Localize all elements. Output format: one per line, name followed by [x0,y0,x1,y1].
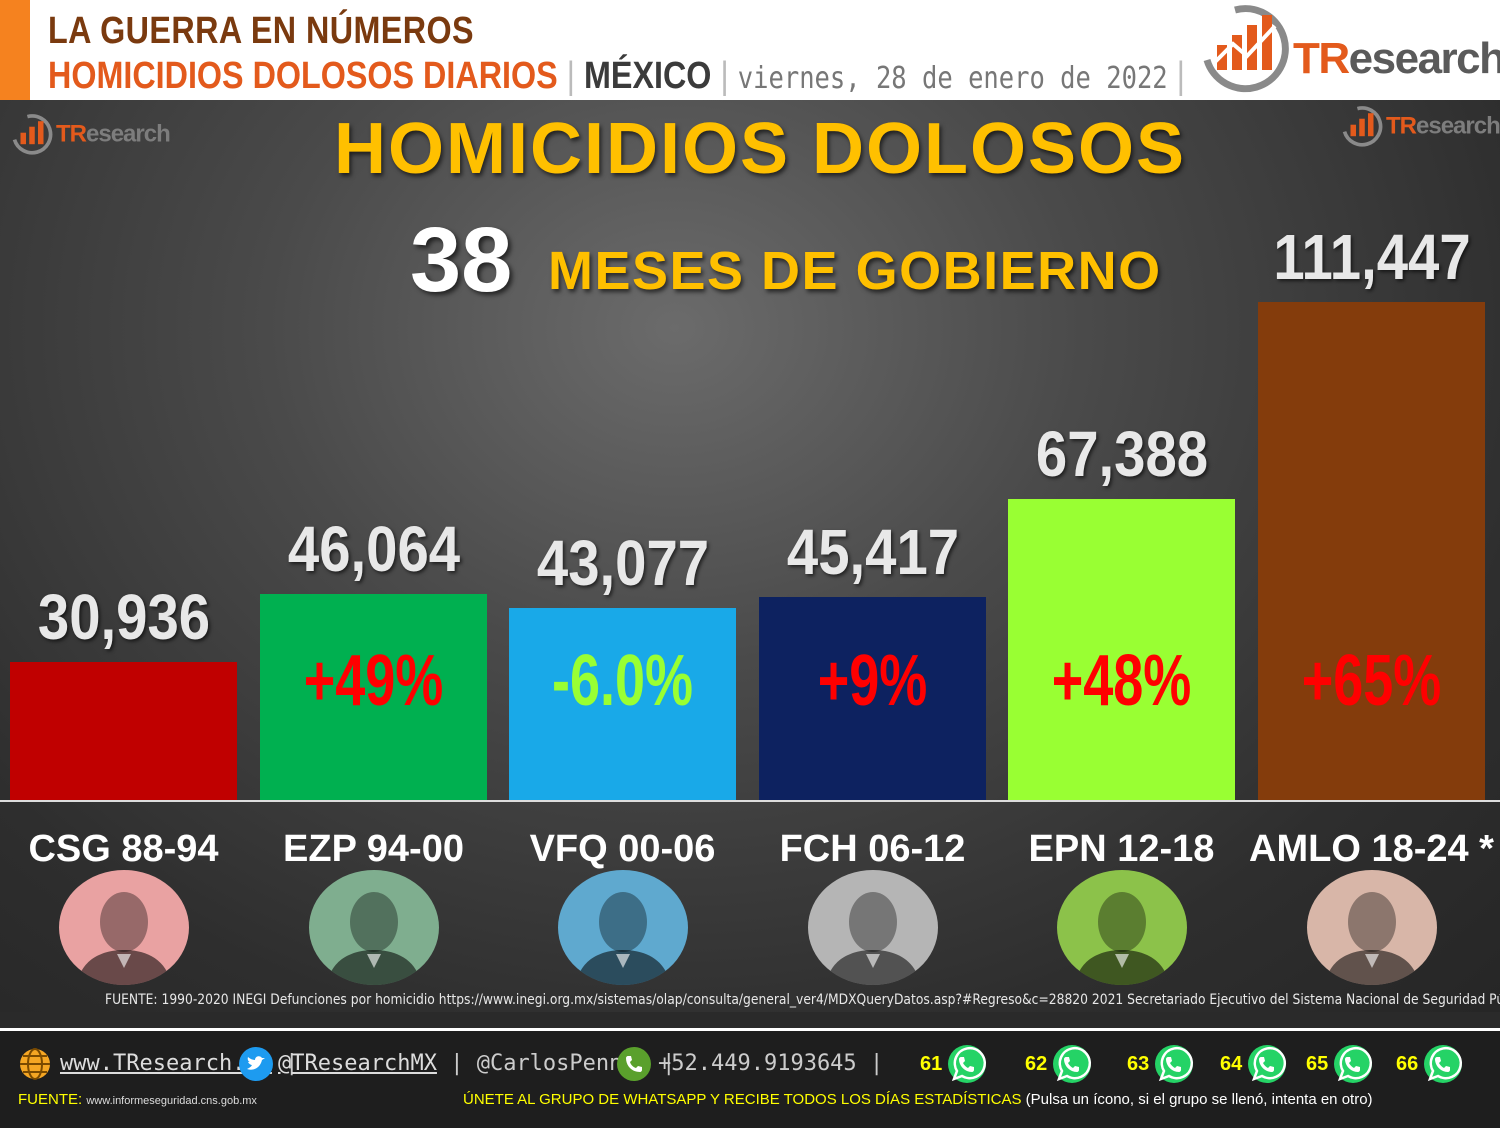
header-separator: | [720,55,729,97]
whatsapp-invite: ÚNETE AL GRUPO DE WHATSAPP Y RECIBE TODO… [463,1091,1373,1108]
bar-value-label: 111,447 [1272,221,1471,293]
bar-1 [10,662,237,800]
website-link[interactable]: www.TResearch.Mx [60,1051,272,1076]
vfq-portrait [557,870,688,985]
category-label: FCH 06-12 [779,828,966,870]
months-number: 38 [410,209,513,311]
header-separator: | [566,55,576,97]
whatsapp-group-number: 62 [1025,1053,1048,1075]
months-label: MESES DE GOBIERNO [548,241,1162,301]
whatsapp-icon[interactable] [1051,1043,1093,1085]
chart-baseline [0,800,1500,802]
ezp-portrait [308,870,439,985]
bar-change-label: +9% [817,641,928,721]
phone-number[interactable]: +52.449.9193645 [658,1051,857,1076]
csg-portrait [58,870,189,985]
whatsapp-icon[interactable] [946,1043,988,1085]
footer-source: FUENTE: www.informeseguridad.cns.gob.mx [18,1091,257,1108]
tresearch-logo-icon [12,114,53,155]
twitter-icon[interactable] [238,1046,274,1082]
bar-value-label: 43,077 [536,527,709,599]
header-subtitle-row: HOMICIDIOS DOLOSOS DIARIOS | MÉXICO | vi… [48,55,1185,98]
tresearch-logo-icon [1342,106,1383,147]
bar-change-label: +65% [1301,641,1442,721]
bar-value-label: 46,064 [287,513,460,585]
whatsapp-group-number: 63 [1127,1053,1150,1075]
category-label: EPN 12-18 [1028,828,1215,870]
header-series-title: LA GUERRA EN NÚMEROS [48,10,475,52]
epn-portrait [1056,870,1187,985]
bar-3 [509,608,736,800]
header-date: viernes, 28 de enero de 2022 [737,61,1168,96]
amlo-portrait [1306,870,1437,985]
tresearch-logo-text: TResearch [1293,34,1500,83]
bar-change-label: -6.0% [551,641,694,721]
globe-icon[interactable] [18,1047,52,1081]
twitter-link[interactable]: @TResearchMX [278,1051,437,1076]
whatsapp-icon[interactable] [1422,1043,1464,1085]
header: LA GUERRA EN NÚMEROS HOMICIDIOS DOLOSOS … [0,0,1500,100]
whatsapp-group-number: 65 [1306,1053,1329,1075]
header-separator: | [1176,55,1186,97]
bar-2 [260,594,487,800]
header-accent-bar [0,0,30,100]
header-country: MÉXICO [584,55,712,97]
tresearch-watermark-left: TResearch [8,112,171,158]
chart-title: HOMICIDIOS DOLOSOS [333,109,1187,189]
fch-portrait [807,870,938,985]
category-label: EZP 94-00 [283,828,464,870]
whatsapp-group-number: 61 [920,1053,943,1075]
bar-6 [1258,302,1485,800]
header-subtitle: HOMICIDIOS DOLOSOS DIARIOS [48,55,558,97]
whatsapp-icon[interactable] [1332,1043,1374,1085]
category-label: AMLO 18-24 * [1249,828,1494,870]
chart-panel [0,100,1500,1012]
footer-contact-row: www.TResearch.Mx | [60,1051,299,1076]
bar-value-label: 45,417 [786,516,959,588]
bar-5 [1008,499,1235,800]
bar-value-label: 67,388 [1035,418,1208,490]
tresearch-logo-icon [1203,5,1289,93]
whatsapp-group-number: 64 [1220,1053,1243,1075]
whatsapp-group-number: 66 [1396,1053,1419,1075]
category-label: VFQ 00-06 [529,828,716,870]
bar-change-label: +49% [303,641,444,721]
whatsapp-icon[interactable] [1153,1043,1195,1085]
bar-change-label: +48% [1051,641,1192,721]
footer-phone-row: +52.449.9193645 | [658,1051,884,1076]
category-label: CSG 88-94 [28,828,219,870]
source-note: FUENTE: 1990-2020 INEGI Defunciones por … [105,992,1500,1008]
footer: www.TResearch.Mx | @TResearchMX | @Carlo… [0,1028,1500,1128]
bar-4 [759,597,986,800]
bar-value-label: 30,936 [37,581,210,653]
tresearch-watermark-right: TResearch [1338,104,1500,150]
whatsapp-icon[interactable] [1246,1043,1288,1085]
phone-icon[interactable] [616,1046,652,1082]
tresearch-logo[interactable]: TResearch [1195,0,1500,100]
source-url[interactable]: www.informeseguridad.cns.gob.mx [86,1095,257,1107]
